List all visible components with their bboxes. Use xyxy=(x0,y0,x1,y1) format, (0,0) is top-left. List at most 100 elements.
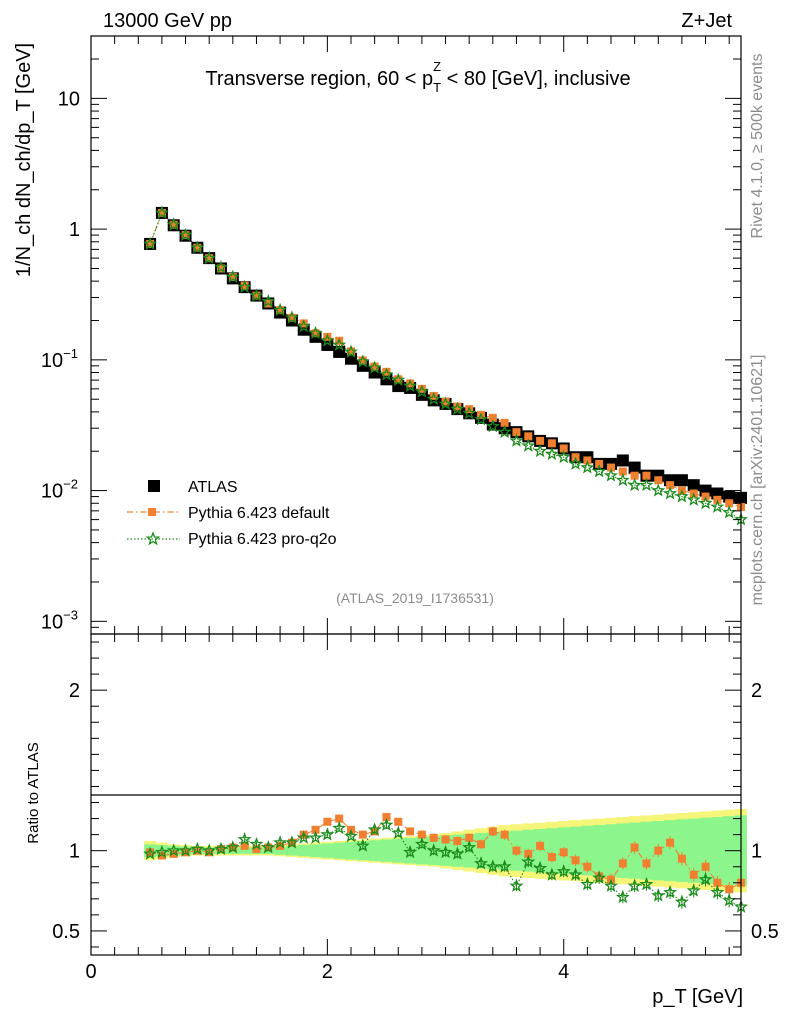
proq2o-point xyxy=(154,205,169,219)
default-point xyxy=(347,347,355,356)
default-point xyxy=(146,239,155,248)
proq2o-point xyxy=(639,477,654,492)
proq2o-ratio-point xyxy=(225,840,240,854)
proq2o-point xyxy=(296,319,311,333)
proq2o-point xyxy=(651,483,666,497)
mcplots-label: mcplots.cern.ch [arXiv:2401.10621] xyxy=(749,355,766,606)
default-ratio-point xyxy=(677,854,686,863)
x-tick-label: 4 xyxy=(558,961,569,983)
default-ratio-point xyxy=(311,825,320,834)
default-point xyxy=(595,459,604,468)
proq2o-ratio-point xyxy=(296,830,311,844)
y-tick-label: 10−1 xyxy=(41,346,78,372)
ratio-y-tick-label: 1 xyxy=(69,841,80,863)
default-point xyxy=(725,499,734,508)
default-ratio-point xyxy=(654,846,663,855)
default-ratio-point xyxy=(630,843,639,852)
proq2o-ratio-point xyxy=(379,817,394,831)
default-point xyxy=(287,313,296,322)
default-point xyxy=(654,476,663,485)
ratio-y-tick-label: 0.5 xyxy=(52,921,80,943)
default-ratio-point xyxy=(465,833,474,842)
proq2o-point xyxy=(615,472,630,487)
default-ratio-point xyxy=(701,862,710,871)
x-tick-label: 0 xyxy=(85,961,96,983)
proq2o-ratio-point xyxy=(710,885,725,899)
proq2o-point xyxy=(663,486,678,500)
default-ratio-point xyxy=(477,840,485,849)
analysis-id: (ATLAS_2019_I1736531) xyxy=(336,590,494,606)
proq2o-ratio-point xyxy=(450,846,465,860)
proq2o-ratio-point xyxy=(237,832,252,846)
proq2o-point xyxy=(698,495,713,510)
proq2o-point xyxy=(249,288,264,302)
default-ratio-point xyxy=(240,841,249,850)
default-point xyxy=(618,467,627,476)
proq2o-point xyxy=(556,449,571,464)
proq2o-point xyxy=(355,354,370,368)
proq2o-ratio-point xyxy=(686,883,701,897)
default-ratio-point xyxy=(323,817,332,826)
default-point xyxy=(193,243,202,252)
ratio-y-tick-label: 0.5 xyxy=(751,921,779,943)
proq2o-ratio-point xyxy=(284,835,299,849)
proq2o-ratio-point xyxy=(391,825,406,840)
proq2o-ratio-point xyxy=(414,836,429,851)
proq2o-point xyxy=(202,250,217,265)
default-point xyxy=(169,220,178,229)
proq2o-ratio-point xyxy=(367,822,382,836)
proq2o-ratio-point xyxy=(355,838,370,852)
plot-title-post: < 80 [GeV], inclusive xyxy=(441,68,631,90)
default-ratio-point xyxy=(689,870,698,879)
default-point xyxy=(370,362,379,371)
default-ratio-point xyxy=(488,827,497,836)
x-axis-label: p_T [GeV] xyxy=(652,986,743,1008)
ratio-frame xyxy=(90,633,742,956)
default-ratio-point xyxy=(642,859,651,868)
proq2o-ratio-point xyxy=(592,870,607,884)
proq2o-ratio-point xyxy=(474,856,488,870)
default-ratio-point xyxy=(559,848,568,857)
default-ratio-point xyxy=(453,837,462,846)
proq2o-ratio-point xyxy=(651,888,666,902)
proq2o-ratio-point xyxy=(214,841,228,855)
proq2o-point xyxy=(403,378,418,392)
proq2o-ratio-point xyxy=(438,844,453,859)
ratio-y-axis-label: Ratio to ATLAS xyxy=(25,742,42,843)
proq2o-ratio-point xyxy=(509,878,524,892)
default-point xyxy=(488,413,497,422)
default-ratio-point xyxy=(299,830,308,839)
y-tick-label: 10−2 xyxy=(41,477,78,503)
default-point xyxy=(240,281,249,290)
proq2o-ratio-point xyxy=(403,844,418,859)
default-point xyxy=(630,471,639,480)
legend-marker-atlas xyxy=(148,480,160,492)
default-ratio-point xyxy=(583,862,592,871)
proq2o-ratio-point xyxy=(426,843,441,857)
default-ratio-point xyxy=(666,838,675,847)
proq2o-point xyxy=(686,492,701,506)
proq2o-point xyxy=(509,433,524,447)
default-ratio-point xyxy=(252,845,261,854)
proq2o-ratio-point xyxy=(308,830,323,844)
proq2o-ratio-point xyxy=(674,894,689,909)
default-ratio-point xyxy=(536,841,545,850)
atlas-point xyxy=(628,461,641,474)
default-point xyxy=(441,397,450,406)
legend: ATLAS Pythia 6.423 default Pythia 6.423 … xyxy=(127,479,337,548)
proq2o-ratio-point xyxy=(497,859,512,873)
default-ratio-point xyxy=(382,812,391,821)
proq2o-point xyxy=(462,405,477,420)
default-point xyxy=(607,463,615,472)
legend-marker-default xyxy=(148,508,156,516)
default-point xyxy=(417,384,426,393)
proq2o-point xyxy=(674,489,689,503)
default-point xyxy=(536,436,545,445)
default-point xyxy=(524,432,533,441)
plot-title-sup: Z xyxy=(433,59,441,74)
proq2o-point xyxy=(143,236,158,250)
proq2o-point xyxy=(379,367,394,381)
proq2o-point xyxy=(367,360,382,374)
default-point xyxy=(500,418,509,427)
default-line xyxy=(149,211,742,508)
